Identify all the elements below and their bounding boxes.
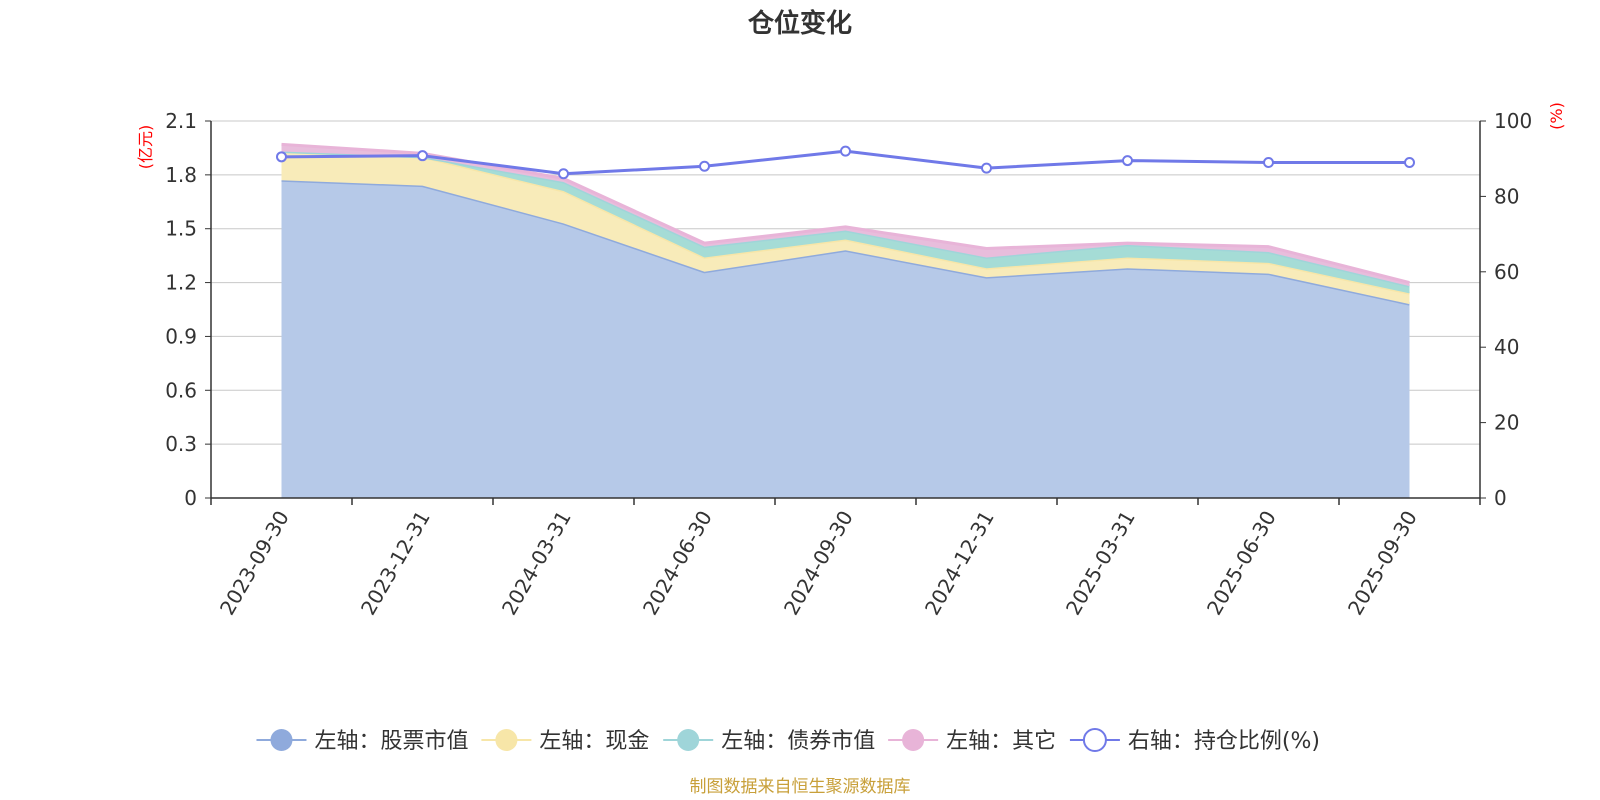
left-tick-label: 0.6: [165, 378, 197, 402]
legend-marker: [902, 729, 925, 751]
ratio-point: [1263, 156, 1274, 168]
legend: 左轴：股票市值 左轴：现金 左轴：债券市值 左轴：其它 右轴：持仓比例(%): [256, 728, 1320, 754]
ratio-point: [417, 150, 428, 162]
legend-item-2: 左轴：债券市值: [663, 729, 875, 754]
ratio-point: [1404, 156, 1415, 168]
x-tick-label: 2025-03-31: [1061, 507, 1140, 620]
x-tick-label: 2024-03-31: [497, 507, 576, 620]
legend-item-3: 左轴：其它: [888, 729, 1056, 754]
left-tick-label: 2.1: [165, 109, 197, 133]
right-axis-unit: (%): [1547, 102, 1566, 130]
left-tick-label: 1.2: [165, 271, 197, 295]
x-tick-label: 2024-12-31: [920, 507, 999, 620]
right-tick-label: 40: [1494, 335, 1519, 359]
right-tick-label: 100: [1494, 109, 1532, 133]
right-tick-label: 0: [1494, 486, 1507, 510]
area-series-2: [281, 151, 1410, 294]
legend-item-0: 左轴：股票市值: [256, 729, 468, 754]
ratio-point: [558, 168, 569, 180]
legend-marker: [495, 729, 518, 751]
legend-marker: [1082, 728, 1107, 752]
ratio-point: [840, 145, 851, 157]
ratio-point: [699, 160, 710, 172]
left-tick-label: 0.3: [165, 432, 197, 456]
left-tick-label: 0: [184, 486, 197, 510]
legend-label: 左轴：其它: [946, 729, 1056, 754]
ratio-line-series: [276, 145, 1415, 180]
x-tick-label: 2025-09-30: [1343, 507, 1422, 620]
ratio-point: [1122, 155, 1133, 167]
stacked-areas: [281, 142, 1410, 498]
chart-title: 仓位变化: [747, 8, 852, 39]
legend-label: 左轴：债券市值: [721, 729, 875, 754]
left-tick-label: 1.5: [165, 217, 197, 241]
legend-label: 右轴：持仓比例(%): [1128, 729, 1320, 754]
x-tick-label: 2025-06-30: [1202, 507, 1281, 620]
x-tick-label: 2024-09-30: [779, 507, 858, 620]
x-tick-label: 2023-12-31: [356, 507, 435, 620]
ratio-point: [276, 151, 287, 163]
right-tick-label: 20: [1494, 411, 1519, 435]
left-tick-label: 1.8: [165, 163, 197, 187]
x-tick-label: 2024-06-30: [638, 507, 717, 620]
legend-marker: [677, 729, 700, 751]
legend-item-4: 右轴：持仓比例(%): [1069, 728, 1320, 754]
legend-item-1: 左轴：现金: [481, 729, 649, 754]
right-tick-label: 60: [1494, 260, 1519, 284]
right-tick-label: 80: [1494, 184, 1519, 208]
left-tick-label: 0.9: [165, 324, 197, 348]
legend-marker: [270, 729, 293, 751]
area-series-1: [281, 151, 1410, 305]
area-series-0: [281, 180, 1410, 498]
x-tick-label: 2023-09-30: [215, 507, 294, 620]
left-axis-unit: (亿元): [136, 125, 155, 170]
legend-label: 左轴：股票市值: [314, 729, 468, 754]
legend-label: 左轴：现金: [539, 729, 649, 754]
area-line-series-1: [281, 150, 1410, 295]
ratio-point: [981, 162, 992, 174]
source-note: 制图数据来自恒生聚源数据库: [690, 777, 911, 797]
